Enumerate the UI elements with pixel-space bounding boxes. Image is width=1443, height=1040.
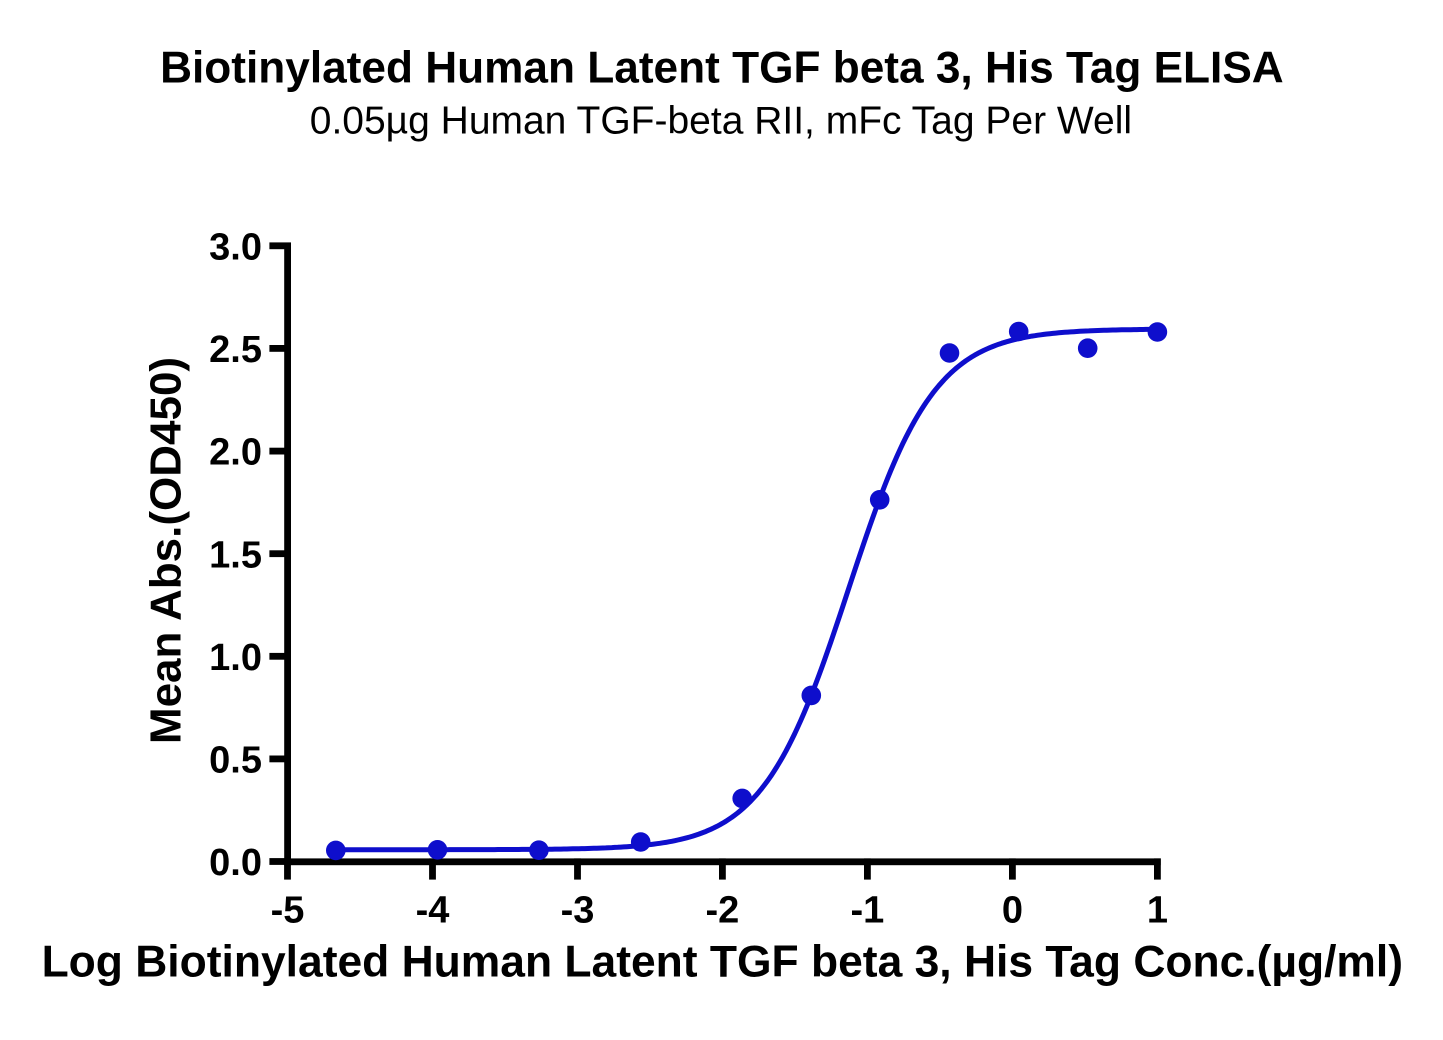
svg-text:0.05µg Human TGF-beta RII, mFc: 0.05µg Human TGF-beta RII, mFc Tag Per W… [310, 100, 1132, 143]
svg-text:-2: -2 [706, 890, 740, 932]
svg-text:-1: -1 [851, 890, 885, 932]
svg-text:Log Biotinylated Human Latent: Log Biotinylated Human Latent TGF beta 3… [42, 938, 1403, 987]
svg-text:-4: -4 [416, 890, 450, 932]
svg-text:3.0: 3.0 [209, 226, 262, 268]
svg-text:0.5: 0.5 [209, 740, 262, 782]
svg-text:2.0: 2.0 [209, 432, 262, 474]
svg-text:1.5: 1.5 [209, 534, 262, 576]
svg-text:2.5: 2.5 [209, 329, 262, 371]
svg-text:-3: -3 [561, 890, 595, 932]
svg-text:0.0: 0.0 [209, 842, 262, 884]
svg-text:1.0: 1.0 [209, 637, 262, 679]
svg-text:1: 1 [1147, 890, 1168, 932]
svg-text:Biotinylated Human Latent TGF: Biotinylated Human Latent TGF beta 3, Hi… [160, 43, 1284, 92]
svg-text:Mean Abs.(OD450): Mean Abs.(OD450) [142, 357, 191, 744]
svg-text:0: 0 [1002, 890, 1023, 932]
svg-text:-5: -5 [271, 890, 305, 932]
